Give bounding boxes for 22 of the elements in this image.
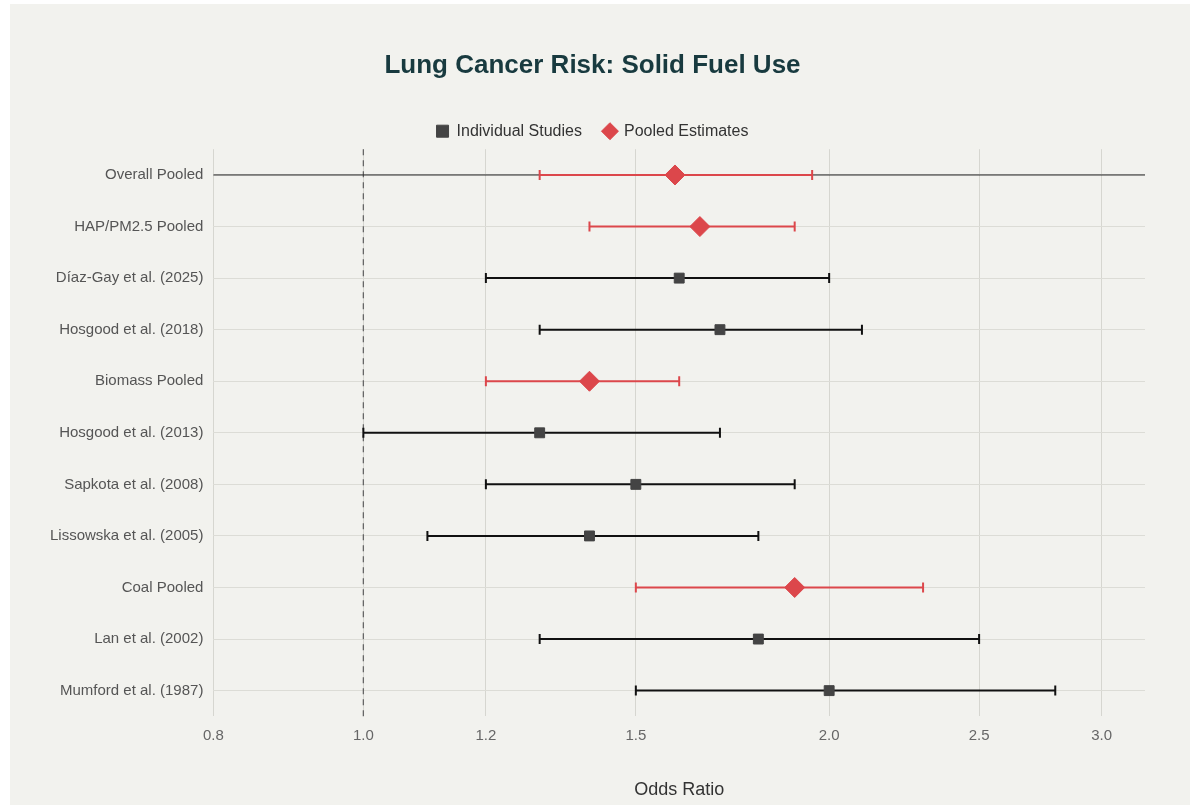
x-tick-label: 1.5: [625, 725, 647, 743]
x-tick-label: 1.0: [352, 725, 374, 743]
y-tick-label: Díaz-Gay et al. (2025): [55, 268, 204, 286]
y-tick-label: Lissowska et al. (2005): [50, 526, 204, 544]
y-tick-label: HAP/PM2.5 Pooled: [74, 216, 204, 234]
x-tick-label: 2.0: [818, 725, 840, 743]
legend-label: Individual Studies: [456, 121, 582, 139]
x-tick-label: 1.2: [475, 725, 497, 743]
legend-label: Pooled Estimates: [623, 121, 749, 139]
y-tick-label: Coal Pooled: [121, 577, 204, 595]
y-tick-label: Sapkota et al. (2008): [64, 474, 204, 492]
y-tick-label: Hosgood et al. (2018): [59, 319, 204, 337]
y-tick-label: Hosgood et al. (2013): [59, 422, 204, 440]
x-tick-label: 2.5: [968, 725, 990, 743]
chart-title: Lung Cancer Risk: Solid Fuel Use: [384, 48, 801, 79]
x-axis-title: Odds Ratio: [634, 779, 725, 800]
y-tick-label: Lan et al. (2002): [94, 629, 204, 647]
x-tick-label: 3.0: [1091, 725, 1113, 743]
y-tick-label: Biomass Pooled: [95, 371, 204, 389]
y-tick-label: Mumford et al. (1987): [60, 680, 204, 698]
y-tick-label: Overall Pooled: [105, 165, 204, 183]
x-tick-label: 0.8: [202, 725, 224, 743]
